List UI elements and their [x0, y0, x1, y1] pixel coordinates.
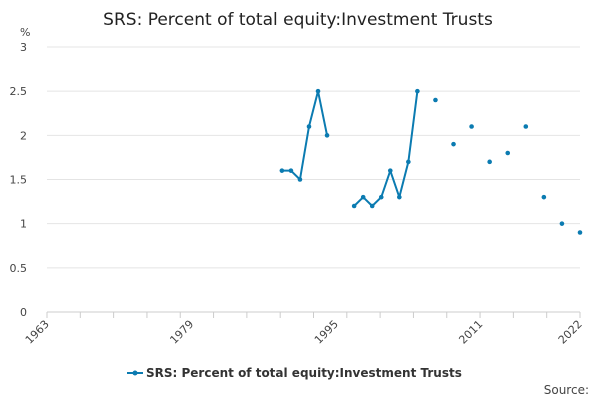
data-point	[369, 203, 375, 209]
legend-label: SRS: Percent of total equity:Investment …	[146, 366, 462, 380]
data-point	[279, 168, 285, 173]
x-tick-label: 1979	[167, 318, 196, 347]
data-point	[469, 124, 474, 129]
data-point	[541, 194, 547, 200]
y-tick-label: 0	[20, 306, 27, 319]
data-point	[324, 133, 330, 138]
data-point	[559, 221, 565, 226]
source-label[interactable]: Source:	[544, 383, 589, 397]
data-point	[397, 194, 402, 200]
x-tick-label: 2011	[456, 318, 485, 347]
data-point	[387, 168, 393, 173]
data-point	[451, 141, 456, 147]
data-point	[433, 97, 438, 103]
data-point	[288, 168, 294, 173]
legend-marker-icon	[132, 370, 138, 376]
y-tick-label: 0.5	[10, 262, 28, 275]
data-point	[577, 230, 583, 235]
data-point	[487, 159, 492, 165]
data-point	[351, 203, 357, 209]
y-tick-label: 1.5	[10, 174, 28, 187]
chart-title: SRS: Percent of total equity:Investment …	[103, 10, 493, 30]
data-point	[315, 88, 321, 94]
data-point	[505, 150, 511, 156]
data-point	[360, 194, 366, 200]
data-point	[523, 124, 529, 129]
data-point	[415, 88, 420, 94]
series-line	[353, 91, 419, 207]
x-tick-label: 1995	[312, 318, 341, 347]
y-tick-label: 2	[20, 129, 27, 142]
grid-lines	[47, 46, 580, 313]
y-axis-unit-label: %	[20, 26, 30, 39]
x-tick-label: 1963	[23, 318, 52, 347]
x-axis: 1963 1979 1995 2011 2022	[23, 311, 585, 347]
y-tick-label: 1	[20, 218, 27, 231]
y-tick-label: 2.5	[10, 85, 28, 98]
data-point	[378, 194, 384, 200]
legend[interactable]: SRS: Percent of total equity:Investment …	[127, 366, 462, 380]
series-layer	[279, 88, 583, 235]
x-tick-label: 2022	[556, 318, 585, 347]
data-point	[306, 124, 312, 129]
y-tick-label: 3	[20, 41, 27, 54]
data-point	[406, 159, 411, 165]
y-axis: 0 0.5 1 1.5 2 2.5 3	[10, 41, 28, 319]
data-point	[297, 177, 303, 182]
